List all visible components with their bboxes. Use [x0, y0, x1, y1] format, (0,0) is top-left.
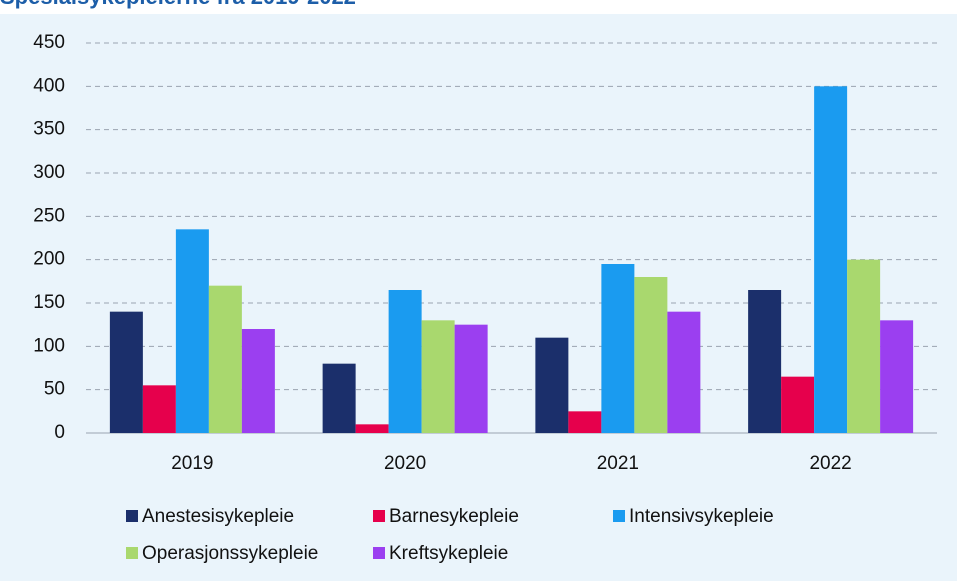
legend-label: Barnesykepleie — [389, 506, 519, 527]
x-tick-label: 2019 — [171, 453, 213, 474]
legend-swatch — [126, 510, 138, 522]
bar — [568, 411, 602, 433]
bar — [601, 264, 635, 433]
bar — [667, 311, 701, 433]
y-tick-label: 150 — [33, 292, 65, 313]
y-tick-label: 50 — [44, 379, 65, 400]
bar — [355, 424, 389, 433]
bar — [880, 320, 914, 433]
legend-label: Intensivsykepleie — [629, 506, 774, 527]
y-tick-label: 350 — [33, 119, 65, 140]
legend-swatch — [613, 510, 625, 522]
bar — [388, 290, 422, 433]
y-tick-label: 200 — [33, 249, 65, 270]
bar — [535, 337, 569, 433]
y-tick-label: 100 — [33, 335, 65, 356]
y-tick-label: 400 — [33, 75, 65, 96]
bar — [814, 86, 848, 433]
y-tick-label: 0 — [54, 422, 65, 443]
legend-swatch — [373, 547, 385, 559]
bar — [109, 311, 143, 433]
bar — [322, 363, 356, 433]
chart-background — [0, 14, 957, 581]
bar — [142, 385, 176, 433]
x-tick-label: 2022 — [809, 453, 851, 474]
bar — [175, 229, 209, 433]
legend-swatch — [126, 547, 138, 559]
legend-label: Kreftsykepleie — [389, 543, 508, 564]
bar — [634, 277, 668, 433]
bar — [208, 285, 242, 433]
legend-label: Operasjonssykepleie — [142, 543, 318, 564]
legend-swatch — [373, 510, 385, 522]
y-tick-label: 300 — [33, 162, 65, 183]
bar — [781, 376, 815, 433]
x-tick-label: 2020 — [384, 453, 426, 474]
bar — [748, 290, 782, 433]
bar — [241, 329, 275, 433]
bar — [847, 259, 881, 433]
chart-title: Spesialsykepleierne fra 2019-2022 — [0, 0, 356, 9]
x-tick-label: 2021 — [597, 453, 639, 474]
bar — [421, 320, 455, 433]
y-tick-label: 450 — [33, 32, 65, 53]
legend-label: Anestesisykepleie — [142, 506, 294, 527]
y-tick-label: 250 — [33, 205, 65, 226]
bar — [454, 324, 488, 433]
